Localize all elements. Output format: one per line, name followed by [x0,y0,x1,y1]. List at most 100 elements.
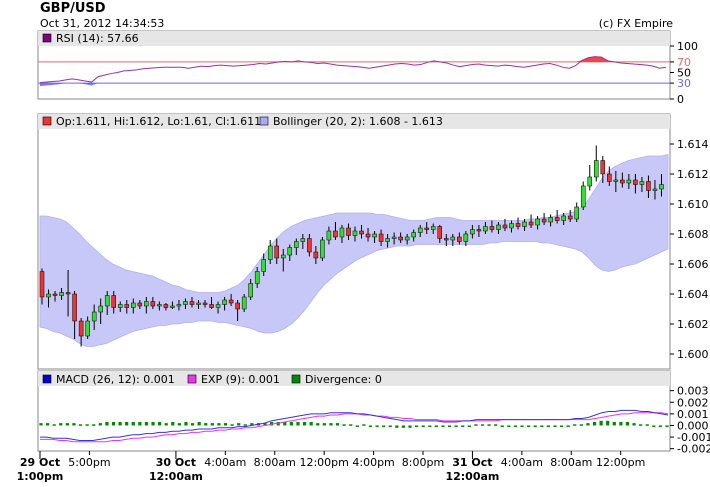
divergence-bar [289,421,293,426]
candle-body [437,226,443,239]
candle-body [209,304,214,308]
divergence-bar [85,424,89,426]
divergence-bar [164,423,168,426]
exp-legend: EXP (9): 0.001 [201,373,280,386]
divergence-bar [190,423,195,426]
candle-body [339,227,345,238]
time-tick-label: 12:00pm [596,456,645,469]
candle-body [626,179,632,184]
price-tick-label: 1.612 [677,168,709,181]
price-y-axis: 1.614 1.612 1.610 1.608 1.606 1.604 1.602 1.600 [670,138,709,361]
divergence-bar [335,423,340,426]
candle-body [196,302,201,305]
divergence-bar [197,421,201,426]
divergence-bar [72,423,76,426]
time-tick-label: 31 Oct [452,456,492,469]
candle-body [104,295,110,307]
divergence-bar [428,425,432,427]
candle-body [189,301,195,305]
divergence-bar [263,423,267,426]
divergence-bar [415,425,419,427]
price-tick-label: 1.604 [677,288,709,301]
bollinger-band [39,153,669,347]
macd-tick-label: 0.000 [677,419,709,432]
macd-tick-label: -0.001 [677,431,710,444]
bollinger-legend-swatch [259,116,269,126]
symbol-title: GBP/USD [40,1,106,16]
divergence-bar [665,425,669,427]
candle-body [372,233,377,238]
candle-body [183,301,188,305]
candle-body [150,301,156,307]
candle-body [346,227,351,236]
divergence-bar [355,425,359,427]
candle-body [502,224,508,229]
divergence-bar [553,425,557,427]
exp-legend-swatch [187,374,197,384]
divergence-bar [243,424,247,426]
divergence-bar [316,423,320,426]
candle-body [320,239,325,259]
divergence-bar [408,425,412,428]
candle-body [580,185,586,208]
divergence-bar [276,421,280,426]
macd-line [40,409,669,442]
rsi-line [39,56,667,84]
candle-body [476,229,482,232]
time-tick-label: 29 Oct [20,456,60,469]
divergence-bar [283,421,287,426]
divergence-bar [223,423,228,426]
macd-legend: MACD (26, 12): 0.001 [56,373,175,386]
candle-body [65,292,71,295]
candle-body [163,304,169,308]
time-tick-sublabel: 12:00am [445,470,499,483]
rsi-tick-label: 70 [677,56,691,69]
candle-body [176,304,182,307]
bollinger-legend: Bollinger (20, 2): 1.608 - 1.613 [273,115,443,128]
divergence-bar [362,424,366,426]
macd-tick-label: 0.001 [677,408,709,421]
candle-body [59,292,64,296]
divergence-bar [421,425,425,427]
divergence-bar [401,425,406,428]
candle-body [202,302,208,305]
divergence-bar [612,421,616,426]
divergence-bar [632,423,636,426]
time-tick-label: 8:00pm [402,456,444,469]
candle-body [294,241,299,248]
divergence-bar [559,425,564,427]
candle-body [117,304,123,308]
rsi-tick-label: 50 [677,67,691,80]
divergence-bar [237,423,241,426]
candle-body [215,304,221,308]
divergence-bar [388,425,392,427]
ohlc-legend-swatch [42,116,52,126]
rsi-tick-label: 30 [677,77,691,90]
candle-body [267,245,273,260]
ohlc-legend: Op:1.611, Hi:1.612, Lo:1.61, Cl:1.611 [56,115,261,128]
candle-body [91,311,97,322]
divergence-bar [533,425,537,427]
time-tick-label: 4:00am [501,456,543,469]
candle-body [144,301,149,307]
divergence-legend: Divergence: 0 [305,373,382,386]
divergence-bar [645,424,649,426]
time-tick-label: 4:00pm [352,456,394,469]
divergence-bar [625,421,630,426]
time-tick-label: 4:00am [204,456,246,469]
divergence-bar [270,421,274,426]
divergence-bar [204,423,208,426]
timestamp: Oct 31, 2012 14:34:53 [40,17,165,30]
price-tick-label: 1.614 [677,138,709,151]
candle-body [633,179,638,185]
candle-body [424,227,430,230]
divergence-bar [382,425,386,427]
divergence-bar [586,423,590,426]
candle-body [52,293,58,296]
candle-body [404,236,410,241]
divergence-legend-swatch [291,374,301,384]
divergence-bar [125,421,129,426]
divergence-bar [210,423,214,426]
